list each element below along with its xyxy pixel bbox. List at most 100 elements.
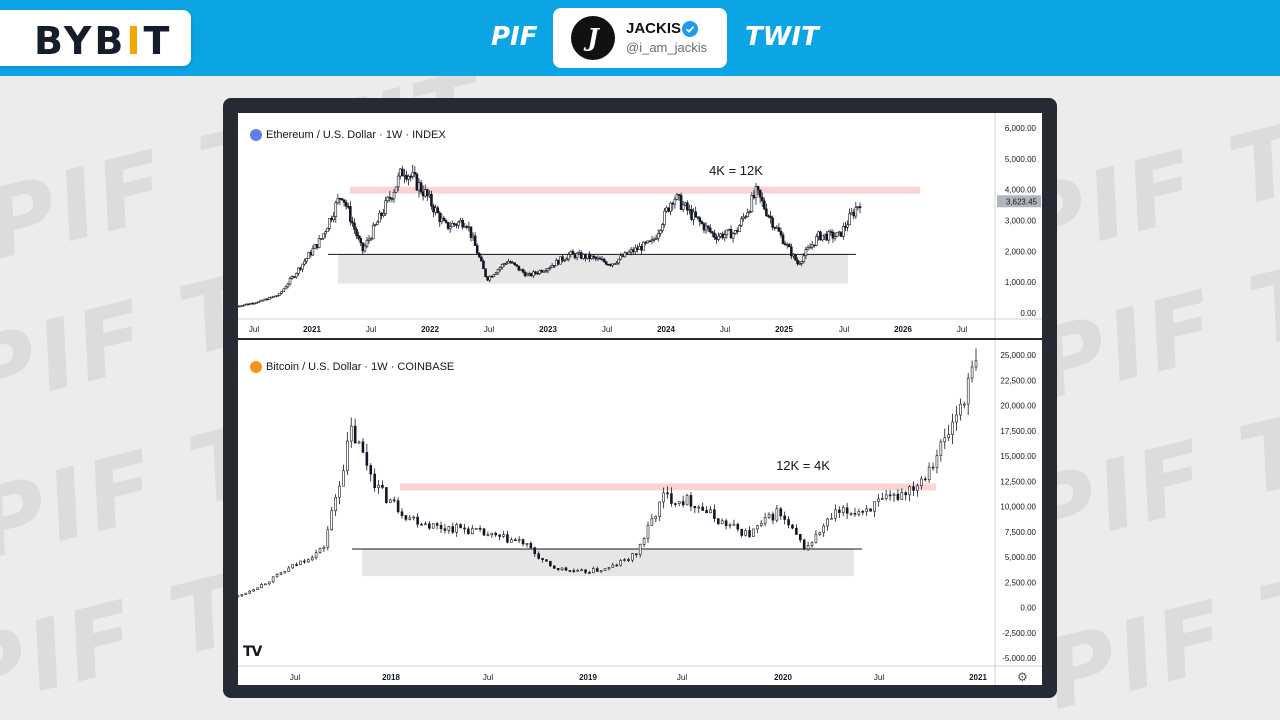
eth-candle-body bbox=[854, 207, 858, 217]
eth-candle bbox=[773, 226, 777, 231]
eth-candle-body bbox=[715, 237, 718, 240]
eth-candle-body bbox=[735, 230, 739, 233]
btc-candle bbox=[408, 514, 412, 521]
eth-candle-body bbox=[779, 231, 783, 236]
eth-candle-body bbox=[369, 238, 373, 240]
eth-candle-body bbox=[584, 254, 587, 259]
eth-candle bbox=[711, 230, 714, 237]
eth-candle-body bbox=[336, 198, 340, 204]
eth-candle bbox=[636, 244, 639, 253]
eth-candle bbox=[642, 241, 645, 251]
eth-candle-body bbox=[388, 196, 392, 199]
btc-candle-body bbox=[451, 526, 455, 533]
btc-candle bbox=[252, 588, 255, 592]
btc-candle-body bbox=[349, 425, 353, 442]
btc-candle-body bbox=[357, 441, 361, 444]
eth-candle bbox=[675, 192, 679, 201]
btc-candle bbox=[564, 566, 568, 571]
eth-candle bbox=[544, 268, 548, 273]
btc-price-tick: 10,000.00 bbox=[1000, 503, 1036, 512]
eth-price-tick: 4,000.00 bbox=[1005, 186, 1037, 195]
eth-candle bbox=[373, 223, 377, 227]
btc-candle-body bbox=[291, 564, 294, 569]
btc-time-tick: 2018 bbox=[382, 673, 400, 682]
eth-candle-body bbox=[590, 255, 593, 259]
btc-candle bbox=[951, 413, 954, 445]
eth-candle bbox=[715, 233, 718, 244]
eth-candle-body bbox=[827, 231, 831, 241]
eth-candle-body bbox=[455, 224, 458, 226]
btc-candle bbox=[392, 496, 396, 503]
btc-candle-body bbox=[689, 495, 693, 507]
btc-candle-body bbox=[443, 528, 447, 531]
verified-badge-icon bbox=[682, 21, 698, 37]
btc-candle-body bbox=[787, 519, 790, 526]
btc-candle-body bbox=[916, 485, 919, 491]
btc-candle bbox=[291, 564, 294, 569]
profile-card[interactable]: J JACKIS @i_am_jackis bbox=[553, 8, 727, 68]
eth-candle-body bbox=[781, 234, 785, 244]
eth-candle bbox=[436, 205, 440, 214]
btc-candle-body bbox=[400, 511, 404, 516]
eth-candle-body bbox=[621, 255, 625, 258]
btc-candle bbox=[959, 398, 962, 421]
btc-candle-body bbox=[267, 581, 271, 585]
btc-candle-body bbox=[814, 533, 818, 544]
eth-candle-body bbox=[769, 215, 772, 219]
logo-card[interactable]: BYBIT bbox=[0, 10, 191, 66]
eth-candle-body bbox=[267, 297, 271, 300]
eth-candle-body bbox=[378, 212, 381, 223]
btc-candle bbox=[920, 476, 923, 490]
btc-candle-body bbox=[459, 524, 462, 529]
btc-candle-body bbox=[713, 509, 716, 519]
eth-candle-body bbox=[515, 264, 519, 267]
btc-candle-body bbox=[381, 484, 384, 488]
eth-candle-body bbox=[625, 252, 629, 255]
btc-candle bbox=[724, 518, 728, 530]
eth-candle-body bbox=[407, 175, 410, 180]
eth-candle-body bbox=[613, 263, 616, 265]
chart-canvas[interactable]: 6,000.00 5,000.00 4,000.00 3,000.00 2,000.00… bbox=[238, 113, 1042, 685]
eth-candle bbox=[598, 256, 602, 260]
eth-candle bbox=[725, 229, 729, 239]
eth-candle bbox=[783, 240, 787, 246]
btc-candle-body bbox=[834, 509, 837, 519]
eth-candle-body bbox=[606, 264, 610, 266]
eth-candle bbox=[604, 260, 608, 266]
eth-candle bbox=[667, 207, 670, 213]
eth-candle bbox=[656, 229, 660, 242]
btc-candle bbox=[974, 348, 978, 371]
eth-candle bbox=[663, 207, 666, 228]
btc-candle-body bbox=[756, 525, 759, 530]
eth-time-tick: Jul bbox=[602, 325, 612, 334]
eth-candle-body bbox=[490, 276, 494, 278]
eth-candle bbox=[417, 178, 421, 198]
eth-candle-body bbox=[263, 298, 267, 301]
eth-candle bbox=[673, 196, 677, 209]
eth-candle bbox=[415, 172, 419, 192]
eth-candle bbox=[727, 228, 731, 231]
eth-candle bbox=[369, 236, 373, 242]
btc-candle bbox=[338, 480, 341, 505]
btc-candle-body bbox=[318, 548, 322, 553]
btc-candle bbox=[916, 483, 919, 497]
eth-candle bbox=[278, 292, 281, 296]
tradingview-chart[interactable]: 6,000.00 5,000.00 4,000.00 3,000.00 2,000.00… bbox=[238, 113, 1042, 685]
eth-candle bbox=[465, 224, 469, 230]
eth-candle-body bbox=[704, 225, 708, 231]
eth-candle-body bbox=[338, 198, 342, 200]
eth-candle bbox=[413, 166, 417, 178]
btc-candle-body bbox=[342, 470, 345, 487]
btc-candle bbox=[451, 522, 455, 534]
eth-candle-body bbox=[611, 263, 614, 266]
eth-candle bbox=[378, 210, 381, 223]
eth-candle-body bbox=[559, 256, 562, 265]
eth-resistance-band bbox=[350, 186, 920, 194]
btc-candle bbox=[279, 571, 283, 576]
eth-candle-body bbox=[692, 211, 695, 220]
eth-candle bbox=[317, 234, 321, 249]
settings-gear-icon[interactable]: ⚙ bbox=[1017, 670, 1028, 684]
eth-candle bbox=[430, 190, 433, 210]
eth-time-tick: Jul bbox=[957, 325, 967, 334]
btc-candle-body bbox=[338, 485, 341, 498]
